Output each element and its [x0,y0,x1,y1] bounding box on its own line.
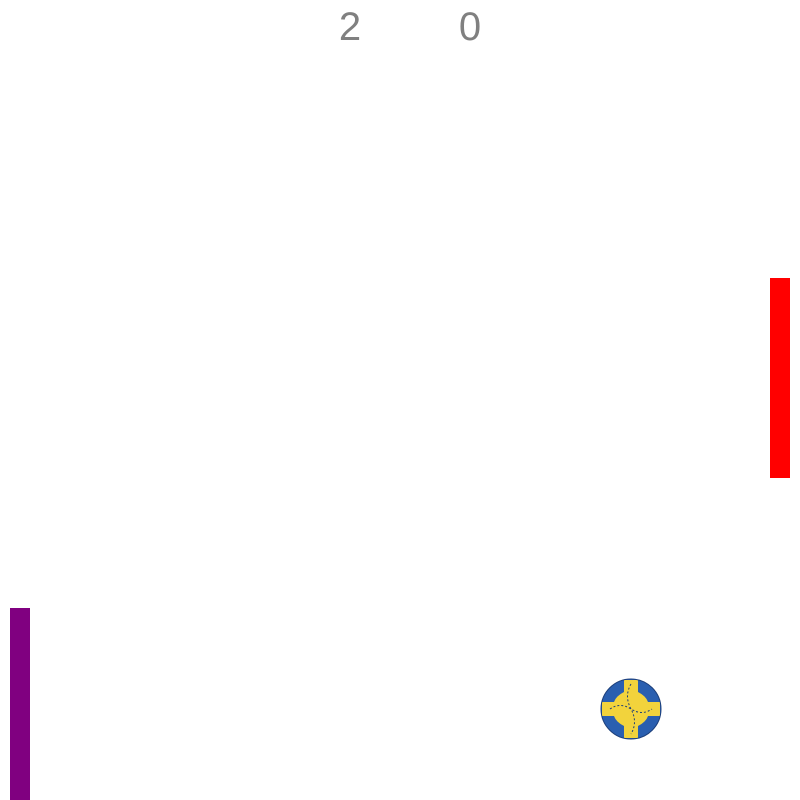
handball-icon [600,678,662,740]
ball [600,678,662,740]
left-paddle[interactable] [10,608,30,800]
left-player-score: 2 [338,5,362,49]
right-player-score: 0 [458,5,482,49]
right-paddle[interactable] [770,278,790,478]
